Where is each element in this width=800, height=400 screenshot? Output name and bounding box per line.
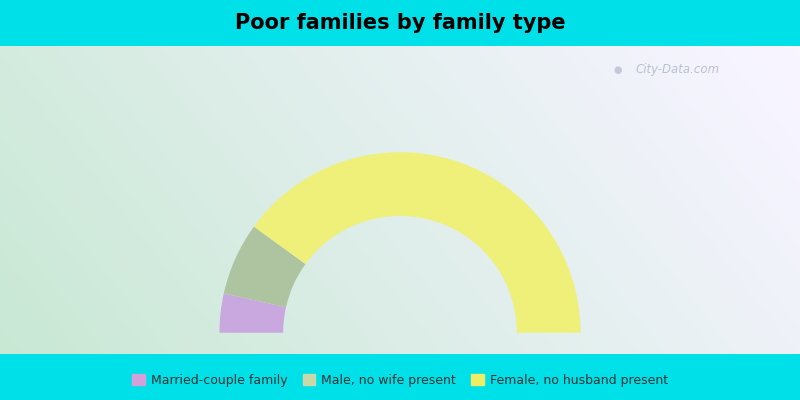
- Wedge shape: [219, 293, 286, 333]
- Text: City-Data.com: City-Data.com: [636, 64, 720, 76]
- Text: ●: ●: [614, 65, 622, 75]
- Wedge shape: [224, 227, 306, 307]
- Legend: Married-couple family, Male, no wife present, Female, no husband present: Married-couple family, Male, no wife pre…: [127, 369, 673, 392]
- Wedge shape: [254, 152, 581, 333]
- Text: Poor families by family type: Poor families by family type: [234, 13, 566, 33]
